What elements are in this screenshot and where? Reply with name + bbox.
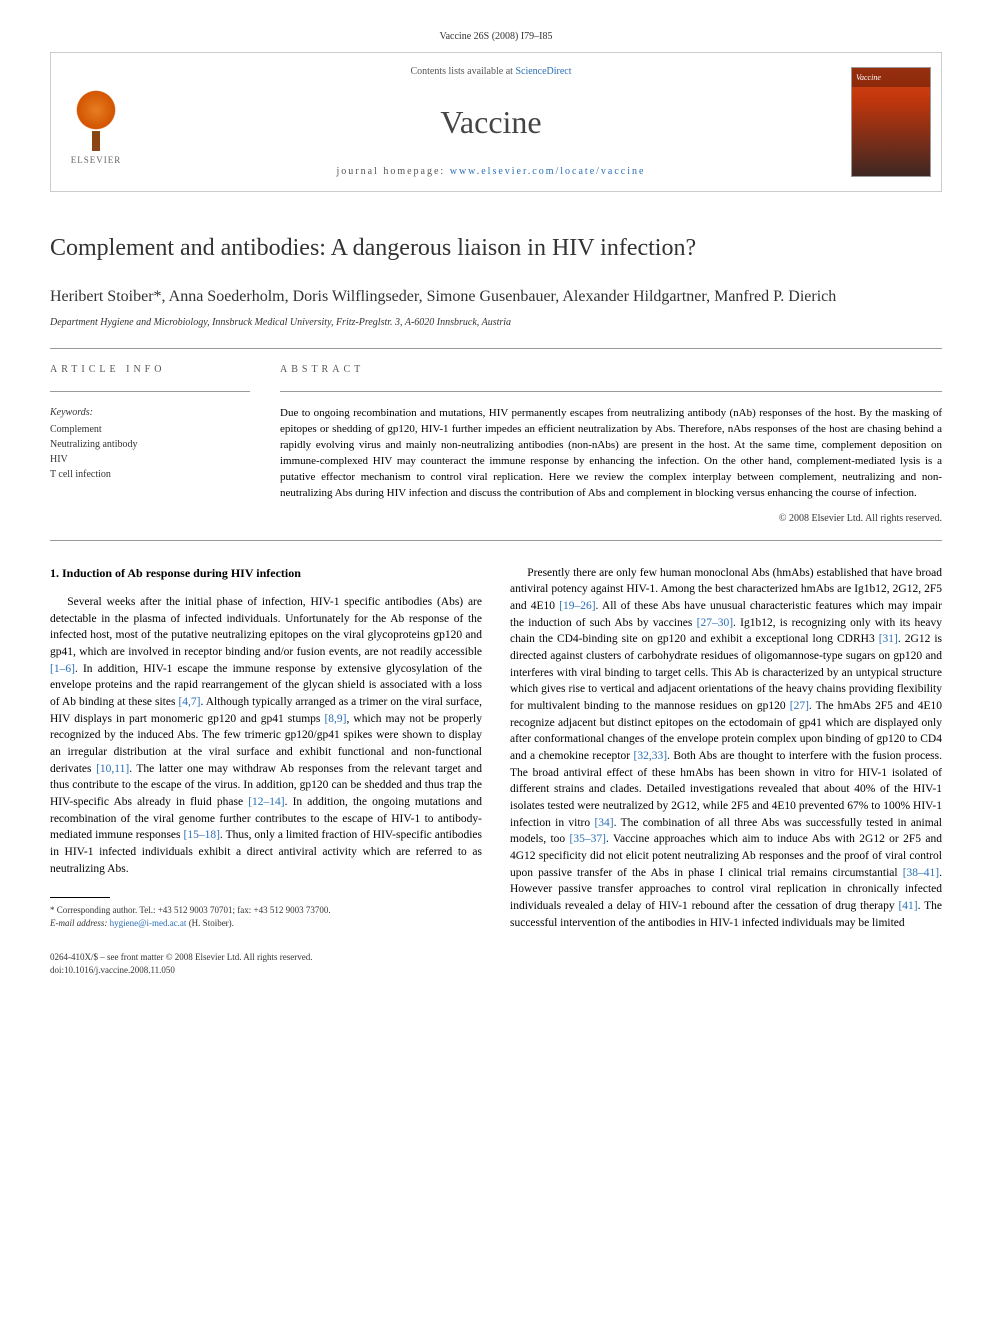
doi-line: doi:10.1016/j.vaccine.2008.11.050 [50, 964, 942, 977]
elsevier-tree-icon [66, 86, 126, 146]
citation-link[interactable]: [32,33] [634, 750, 668, 762]
citation-link[interactable]: [4,7] [178, 696, 200, 708]
info-abstract-row: ARTICLE INFO Keywords: Complement Neutra… [50, 363, 942, 526]
body-columns: 1. Induction of Ab response during HIV i… [50, 565, 942, 932]
citation-link[interactable]: [19–26] [559, 600, 595, 612]
homepage-line: journal homepage: www.elsevier.com/locat… [337, 165, 646, 179]
journal-banner: ELSEVIER Contents lists available at Sci… [50, 52, 942, 192]
body-column-left: 1. Induction of Ab response during HIV i… [50, 565, 482, 932]
issn-line: 0264-410X/$ – see front matter © 2008 El… [50, 951, 942, 964]
abstract-column: ABSTRACT Due to ongoing recombination an… [280, 363, 942, 526]
citation-link[interactable]: [10,11] [96, 763, 129, 775]
keyword-item: T cell infection [50, 467, 250, 482]
divider-abstract [280, 391, 942, 392]
citation-link[interactable]: [27] [790, 700, 809, 712]
divider-info [50, 391, 250, 392]
divider-top [50, 348, 942, 349]
footnote-corr-line: * Corresponding author. Tel.: +43 512 90… [50, 904, 482, 917]
citation-link[interactable]: [31] [879, 633, 898, 645]
divider-bottom [50, 540, 942, 541]
email-who: (H. Stoiber). [189, 918, 234, 928]
section-1-heading: 1. Induction of Ab response during HIV i… [50, 565, 482, 582]
footnote-divider [50, 897, 110, 898]
page-footer: 0264-410X/$ – see front matter © 2008 El… [50, 951, 942, 976]
cover-cell: Vaccine [841, 53, 941, 191]
article-title: Complement and antibodies: A dangerous l… [50, 232, 942, 266]
body-paragraph: Several weeks after the initial phase of… [50, 594, 482, 877]
keyword-item: Neutralizing antibody [50, 437, 250, 452]
journal-name: Vaccine [440, 100, 541, 145]
abstract-copyright: © 2008 Elsevier Ltd. All rights reserved… [280, 512, 942, 526]
body-column-right: Presently there are only few human monoc… [510, 565, 942, 932]
banner-center: Contents lists available at ScienceDirec… [141, 53, 841, 191]
keywords-label: Keywords: [50, 406, 250, 420]
body-paragraph: Presently there are only few human monoc… [510, 565, 942, 932]
abstract-heading: ABSTRACT [280, 363, 942, 377]
journal-cover-thumb[interactable]: Vaccine [851, 67, 931, 177]
sciencedirect-link[interactable]: ScienceDirect [515, 66, 571, 77]
footnote-email-line: E-mail address: hygiene@i-med.ac.at (H. … [50, 917, 482, 930]
citation-link[interactable]: [38–41] [903, 867, 939, 879]
keyword-item: HIV [50, 452, 250, 467]
citation-link[interactable]: [15–18] [184, 829, 220, 841]
corresponding-author-footnote: * Corresponding author. Tel.: +43 512 90… [50, 904, 482, 929]
citation-link[interactable]: [27–30] [697, 617, 733, 629]
email-link[interactable]: hygiene@i-med.ac.at [110, 918, 187, 928]
citation-link[interactable]: [34] [594, 817, 613, 829]
authors-line: Heribert Stoiber*, Anna Soederholm, Dori… [50, 286, 942, 308]
article-info-column: ARTICLE INFO Keywords: Complement Neutra… [50, 363, 250, 526]
homepage-link[interactable]: www.elsevier.com/locate/vaccine [450, 166, 646, 177]
cover-thumb-title: Vaccine [852, 68, 930, 87]
publisher-logo-cell: ELSEVIER [51, 53, 141, 191]
article-info-heading: ARTICLE INFO [50, 363, 250, 377]
affiliation: Department Hygiene and Microbiology, Inn… [50, 316, 942, 330]
citation-link[interactable]: [41] [898, 900, 917, 912]
citation-link[interactable]: [35–37] [570, 833, 606, 845]
citation-link[interactable]: [1–6] [50, 663, 75, 675]
contents-line: Contents lists available at ScienceDirec… [410, 65, 571, 79]
elsevier-logo[interactable]: ELSEVIER [61, 77, 131, 167]
email-label: E-mail address: [50, 918, 107, 928]
keyword-item: Complement [50, 422, 250, 437]
page-citation: Vaccine 26S (2008) I79–I85 [50, 30, 942, 44]
publisher-name: ELSEVIER [71, 154, 122, 167]
citation-link[interactable]: [8,9] [324, 713, 346, 725]
homepage-prefix: journal homepage: [337, 166, 450, 177]
citation-link[interactable]: [12–14] [248, 796, 284, 808]
abstract-text: Due to ongoing recombination and mutatio… [280, 406, 942, 502]
contents-prefix: Contents lists available at [410, 66, 515, 77]
